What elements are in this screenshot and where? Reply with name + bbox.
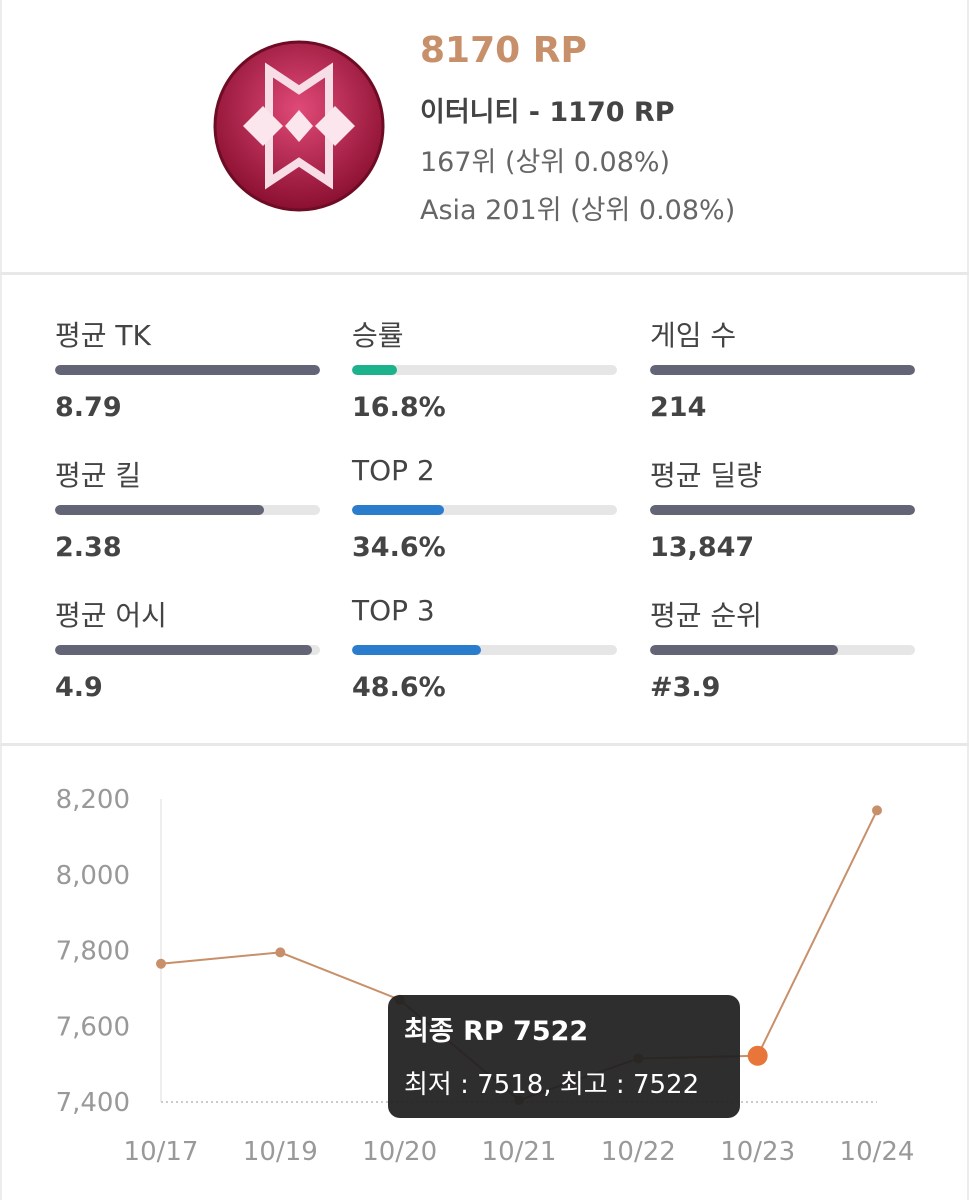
- tier-icon: [213, 40, 385, 212]
- stat-value: #3.9: [650, 672, 721, 703]
- stat-label: 평균 킬: [55, 459, 142, 492]
- separator: [0, 743, 969, 746]
- stat-track: [55, 645, 320, 655]
- stat-label: 게임 수: [650, 319, 737, 352]
- region-rank: Asia 201위 (상위 0.08%): [420, 195, 736, 226]
- stat-bar: [55, 645, 313, 655]
- stat-track: [352, 505, 617, 515]
- tooltip-body: 최저 : 7518, 최고 : 7522: [404, 1070, 699, 1100]
- tier: 이터니티 - 1170 RP: [420, 97, 675, 128]
- stat-track: [352, 645, 617, 655]
- stat-bar: [650, 505, 915, 515]
- stat-track: [55, 505, 320, 515]
- x-tick-label: 10/22: [601, 1137, 676, 1167]
- stat-label: 평균 어시: [55, 599, 167, 632]
- y-tick-label: 7,600: [56, 1012, 130, 1042]
- y-tick-label: 7,800: [56, 937, 130, 967]
- stat-value: 34.6%: [352, 532, 446, 563]
- x-tick-label: 10/23: [720, 1137, 795, 1167]
- y-tick-label: 8,200: [56, 785, 130, 815]
- y-tick-label: 8,000: [56, 861, 130, 891]
- frame: [967, 0, 969, 1200]
- x-tick-label: 10/17: [124, 1137, 199, 1167]
- stat-label: 평균 TK: [55, 319, 151, 352]
- stat-track: [55, 365, 320, 375]
- stat-bar: [650, 365, 915, 375]
- tooltip-title: 최종 RP 7522: [404, 1016, 588, 1047]
- stat-value: 48.6%: [352, 672, 446, 703]
- stat-track: [352, 365, 617, 375]
- stat-bar: [352, 365, 397, 375]
- stat-bar: [352, 645, 481, 655]
- stat-label: 평균 딜량: [650, 459, 762, 492]
- y-tick-label: 7,400: [56, 1088, 130, 1118]
- stat-track: [650, 365, 915, 375]
- chart: 7,400 7,600 7,800 8,000 8,200 10/17 10/19 10/20…: [56, 785, 915, 1167]
- stat-bar: [352, 505, 444, 515]
- x-tick-label: 10/19: [243, 1137, 318, 1167]
- rank: 167위 (상위 0.08%): [420, 147, 671, 178]
- stat-label: TOP 2: [352, 454, 435, 487]
- x-tick-label: 10/21: [482, 1137, 557, 1167]
- stat-value: 13,847: [650, 532, 755, 563]
- separator: [0, 272, 969, 275]
- stat-bar: [650, 645, 839, 655]
- point: [747, 1045, 768, 1066]
- stat-value: 2.38: [55, 532, 122, 563]
- rp: 8170 RP: [420, 30, 587, 71]
- point: [156, 958, 166, 969]
- frame: [0, 0, 2, 1200]
- point: [275, 947, 286, 958]
- tooltip: [388, 995, 740, 1118]
- stat-value: 4.9: [55, 672, 103, 703]
- stat-value: 214: [650, 392, 707, 423]
- stat-bar: [55, 505, 265, 515]
- stat-label: TOP 3: [352, 594, 435, 627]
- stat-track: [650, 505, 915, 515]
- stat-value: 8.79: [55, 392, 122, 423]
- stat-label: 승률: [352, 319, 404, 352]
- x-tick-label: 10/20: [362, 1137, 437, 1167]
- stat-bar: [55, 365, 320, 375]
- stat-label: 평균 순위: [650, 599, 762, 632]
- x-tick-label: 10/24: [840, 1137, 915, 1167]
- stat-track: [650, 645, 915, 655]
- point: [872, 805, 882, 816]
- stat-value: 16.8%: [352, 392, 446, 423]
